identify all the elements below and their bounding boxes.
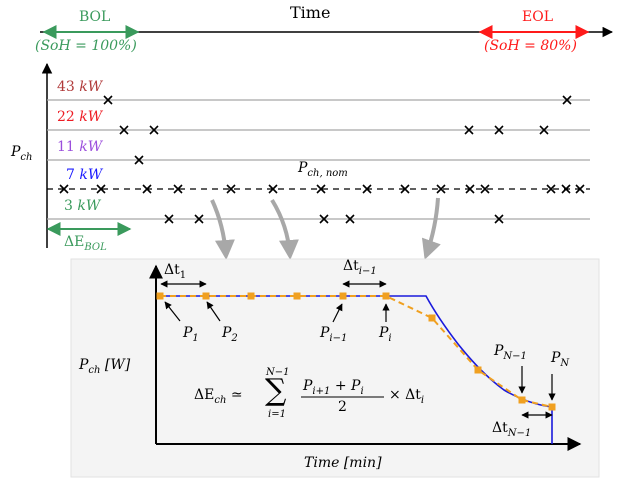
sample-point (382, 292, 390, 300)
event-cross (436, 184, 446, 194)
dtn1-label: ΔtN−1 (492, 420, 532, 439)
event-cross (362, 184, 372, 194)
point-label-p1: P1 (183, 325, 199, 344)
sigma-symbol: ∑ (265, 373, 287, 408)
sample-point (339, 292, 347, 300)
eol-label: EOL (522, 9, 553, 25)
sample-point (548, 403, 556, 411)
formula-times: × Δti (389, 387, 425, 406)
formula-numerator: Pi+1 + Pi (303, 378, 364, 397)
time-label: Time (290, 3, 331, 22)
level-label-11kw: 11 kW (57, 139, 103, 155)
event-cross (465, 184, 475, 194)
level-label-22kw: 22 kW (57, 109, 103, 125)
zoom-arrow-3 (421, 197, 441, 260)
event-cross (464, 125, 474, 135)
event-cross (494, 125, 504, 135)
point-label-pn: PN (551, 350, 570, 369)
sample-point (202, 292, 210, 300)
bottom-y-axis-label: Pch [W] (79, 357, 131, 376)
p2-pointer (206, 301, 221, 322)
dt1-label: Δt1 (164, 262, 187, 281)
event-cross (119, 125, 129, 135)
event-cross (546, 184, 556, 194)
event-cross (561, 184, 571, 194)
event-cross (539, 125, 549, 135)
zoom-arrow-1 (210, 199, 235, 260)
sample-point (518, 396, 526, 404)
point-label-p2: P2 (222, 325, 238, 344)
dti1-label: Δti−1 (343, 258, 377, 277)
sample-point (247, 292, 255, 300)
formula-lhs: ΔEch ≃ (194, 387, 243, 406)
point-label-pi: Pi (379, 325, 392, 344)
formula-sum-bottom: i=1 (268, 409, 286, 420)
nominal-power-label: Pch, nom (298, 160, 348, 179)
event-cross (480, 184, 490, 194)
event-cross (96, 184, 106, 194)
event-cross (173, 184, 183, 194)
formula-sum-top: N−1 (266, 367, 290, 378)
event-cross (400, 184, 410, 194)
formula-denominator: 2 (338, 399, 347, 415)
event-cross (142, 184, 152, 194)
bottom-x-axis-label: Time [min] (304, 455, 382, 471)
zoom-arrow-2 (270, 198, 299, 260)
event-cross (319, 214, 329, 224)
event-cross (575, 184, 585, 194)
event-cross (345, 214, 355, 224)
top-y-axis-label: Pch (11, 144, 33, 163)
bol-label: BOL (79, 9, 111, 25)
event-cross (494, 214, 504, 224)
sample-points (156, 292, 556, 411)
event-cross (226, 184, 236, 194)
event-cross (164, 214, 174, 224)
bol-soh-label: (SoH = 100%) (35, 38, 137, 54)
pi1-pointer (332, 303, 343, 323)
sampled-curve (160, 295, 553, 408)
sample-point (293, 292, 301, 300)
event-cross (194, 214, 204, 224)
event-cross (562, 95, 572, 105)
event-cross (134, 155, 144, 165)
event-cross (316, 184, 326, 194)
level-label-3kw: 3 kW (64, 198, 101, 214)
event-cross (59, 184, 69, 194)
sample-point (428, 314, 436, 322)
p1-pointer (164, 301, 181, 322)
point-label-pi1: Pi−1 (320, 325, 348, 344)
event-cross (268, 184, 278, 194)
level-label-43kw: 43 kW (57, 79, 103, 95)
eol-soh-label: (SoH = 80%) (484, 38, 577, 54)
charging-events (59, 95, 585, 224)
level-label-7kw: 7 kW (66, 167, 103, 183)
sample-point (474, 366, 482, 374)
event-cross (149, 125, 159, 135)
point-label-pn1: PN−1 (494, 343, 527, 362)
sample-point (156, 292, 164, 300)
event-cross (103, 95, 113, 105)
delta-e-bol-label: ΔEBOL (64, 234, 107, 253)
